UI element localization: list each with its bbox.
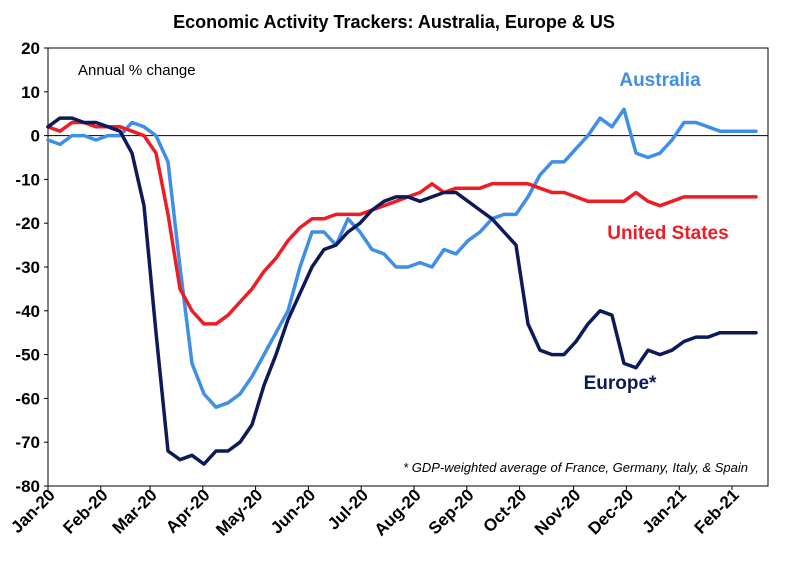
series-label-australia: Australia (619, 70, 701, 91)
series-lines (46, 107, 758, 466)
x-tick-label: Aug-20 (371, 485, 425, 539)
y-tick-label: 10 (21, 83, 40, 102)
y-tick-label: -30 (15, 258, 40, 277)
x-tick-label: Dec-20 (584, 485, 637, 538)
series-line-europe (46, 116, 758, 466)
chart-title: Economic Activity Trackers: Australia, E… (173, 12, 615, 32)
x-tick-label: Feb-21 (691, 485, 743, 537)
series-line-australia (46, 107, 758, 409)
y-axis-ticks: 20 10 0 -10 -20 -30 -40 -50 -60 -70 -80 (15, 39, 48, 496)
series-labels: Australia United States Europe* (584, 70, 729, 394)
x-tick-label: Jun-20 (267, 485, 319, 537)
x-tick-label: Apr-20 (162, 485, 214, 537)
footnote: * GDP-weighted average of France, German… (403, 460, 748, 475)
x-tick-label: May-20 (212, 485, 266, 539)
x-tick-label: Feb-20 (59, 485, 111, 537)
x-tick-label: Oct-20 (480, 485, 531, 536)
x-tick-label: Mar-20 (109, 485, 161, 537)
y-tick-label: 0 (31, 127, 40, 146)
y-tick-label: -80 (15, 477, 40, 496)
unit-label: Annual % change (78, 62, 196, 79)
y-tick-label: -20 (15, 214, 40, 233)
y-tick-label: -70 (15, 433, 40, 452)
series-label-europe: Europe* (584, 373, 657, 394)
series-line-united-states (46, 120, 758, 326)
y-tick-label: -10 (15, 170, 40, 189)
y-tick-label: -60 (15, 389, 40, 408)
y-tick-label: -40 (15, 302, 40, 321)
x-tick-label: Nov-20 (531, 485, 585, 539)
y-tick-label: -50 (15, 346, 40, 365)
x-tick-label: Jul-20 (324, 485, 372, 533)
x-tick-label: Sep-20 (425, 485, 478, 538)
series-label-united-states: United States (607, 223, 728, 244)
x-tick-label: Jan-21 (638, 485, 690, 537)
y-tick-label: 20 (21, 39, 40, 58)
